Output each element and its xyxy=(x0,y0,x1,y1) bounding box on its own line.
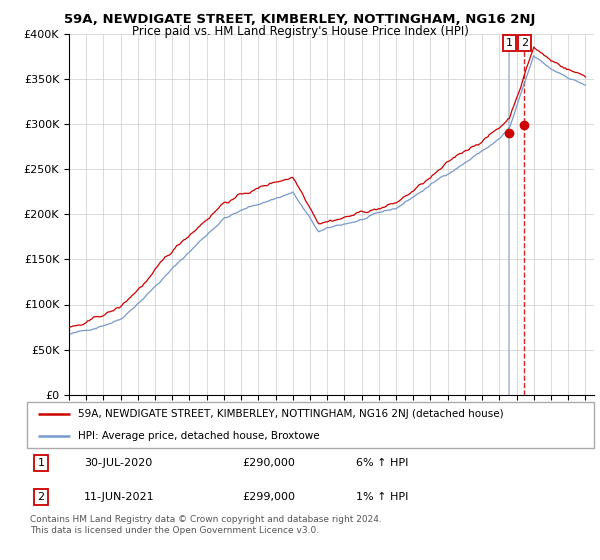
Text: HPI: Average price, detached house, Broxtowe: HPI: Average price, detached house, Brox… xyxy=(78,431,320,441)
Text: 11-JUN-2021: 11-JUN-2021 xyxy=(84,492,154,502)
Text: £290,000: £290,000 xyxy=(242,458,295,468)
Text: 2: 2 xyxy=(521,38,528,48)
Text: 2: 2 xyxy=(38,492,45,502)
Text: 1: 1 xyxy=(38,458,44,468)
Text: 59A, NEWDIGATE STREET, KIMBERLEY, NOTTINGHAM, NG16 2NJ (detached house): 59A, NEWDIGATE STREET, KIMBERLEY, NOTTIN… xyxy=(78,409,503,419)
Text: Contains HM Land Registry data © Crown copyright and database right 2024.
This d: Contains HM Land Registry data © Crown c… xyxy=(30,515,382,535)
Text: 59A, NEWDIGATE STREET, KIMBERLEY, NOTTINGHAM, NG16 2NJ: 59A, NEWDIGATE STREET, KIMBERLEY, NOTTIN… xyxy=(64,13,536,26)
Text: 6% ↑ HPI: 6% ↑ HPI xyxy=(356,458,408,468)
Text: 1: 1 xyxy=(506,38,513,48)
Text: £299,000: £299,000 xyxy=(242,492,295,502)
Text: 1% ↑ HPI: 1% ↑ HPI xyxy=(356,492,408,502)
Text: Price paid vs. HM Land Registry's House Price Index (HPI): Price paid vs. HM Land Registry's House … xyxy=(131,25,469,38)
Text: 30-JUL-2020: 30-JUL-2020 xyxy=(84,458,152,468)
